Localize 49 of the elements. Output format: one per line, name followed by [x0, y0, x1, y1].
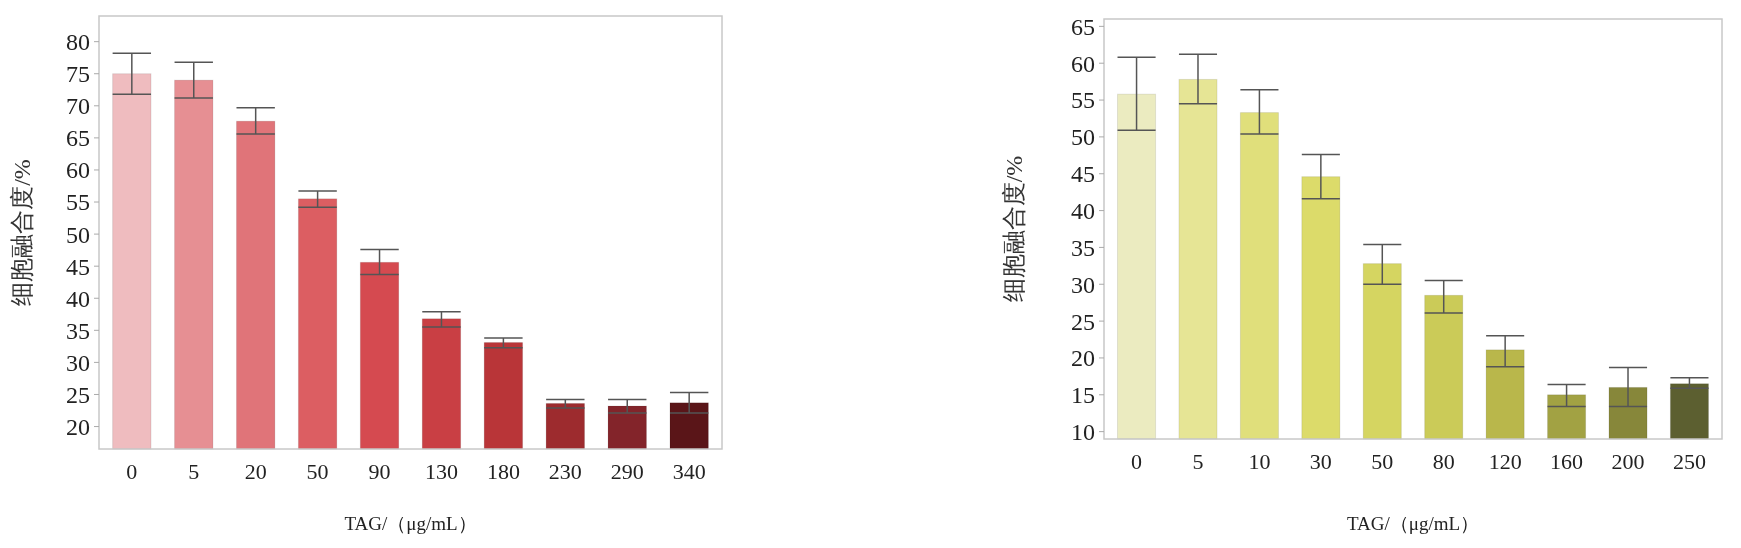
x-tick-label: 200 [1611, 449, 1645, 474]
y-tick-label: 25 [1071, 308, 1095, 335]
y-tick-label: 30 [1071, 271, 1095, 298]
y-axis-title: 细胞融合度/% [9, 159, 35, 306]
y-tick-label: 20 [66, 413, 90, 440]
x-tick-label: 160 [1550, 449, 1584, 474]
x-tick-label: 130 [424, 459, 458, 484]
y-tick-label: 50 [66, 221, 90, 248]
y-tick-label: 10 [1071, 419, 1095, 446]
x-tick-label: 290 [610, 459, 644, 484]
x-tick-label: 90 [368, 459, 391, 484]
y-axis-title: 细胞融合度/% [1001, 155, 1027, 303]
y-tick-label: 65 [66, 125, 90, 152]
x-tick-label: 0 [1131, 449, 1143, 474]
y-tick-label: 65 [1071, 13, 1095, 40]
y-tick-label: 20 [1071, 345, 1095, 372]
y-tick-label: 35 [1071, 234, 1095, 261]
x-tick-label: 50 [1371, 449, 1394, 474]
y-tick-label: 45 [66, 253, 90, 280]
x-tick-label: 250 [1672, 449, 1706, 474]
x-tick-label: 10 [1248, 449, 1271, 474]
x-tick-label: 50 [306, 459, 329, 484]
y-tick-label: 15 [1071, 382, 1095, 409]
x-axis-title: TAG/（μg/mL） [344, 513, 477, 534]
y-tick-label: 80 [66, 29, 90, 56]
x-tick-label: 80 [1432, 449, 1455, 474]
y-tick-label: 55 [1071, 87, 1095, 114]
y-tick-label: 75 [66, 61, 90, 88]
x-tick-label: 0 [126, 459, 138, 484]
y-tick-label: 60 [1071, 50, 1095, 77]
x-tick-label: 30 [1309, 449, 1332, 474]
x-tick-label: 20 [244, 459, 267, 484]
x-axis-title: TAG/（μg/mL） [1346, 513, 1480, 534]
x-tick-label: 180 [486, 459, 520, 484]
y-tick-label: 60 [66, 157, 90, 184]
y-tick-label: 50 [1071, 124, 1095, 151]
y-tick-label: 35 [66, 317, 90, 344]
y-tick-label: 45 [1071, 161, 1095, 188]
x-tick-label: 5 [188, 459, 200, 484]
y-tick-label: 55 [66, 189, 90, 216]
y-tick-label: 40 [1071, 197, 1095, 224]
x-tick-label: 120 [1488, 449, 1522, 474]
y-tick-label: 70 [66, 93, 90, 120]
y-tick-label: 25 [66, 381, 90, 408]
x-tick-label: 340 [672, 459, 706, 484]
y-tick-label: 30 [66, 349, 90, 376]
y-tick-label: 40 [66, 285, 90, 312]
x-tick-label: 5 [1192, 449, 1204, 474]
x-tick-label: 230 [548, 459, 582, 484]
